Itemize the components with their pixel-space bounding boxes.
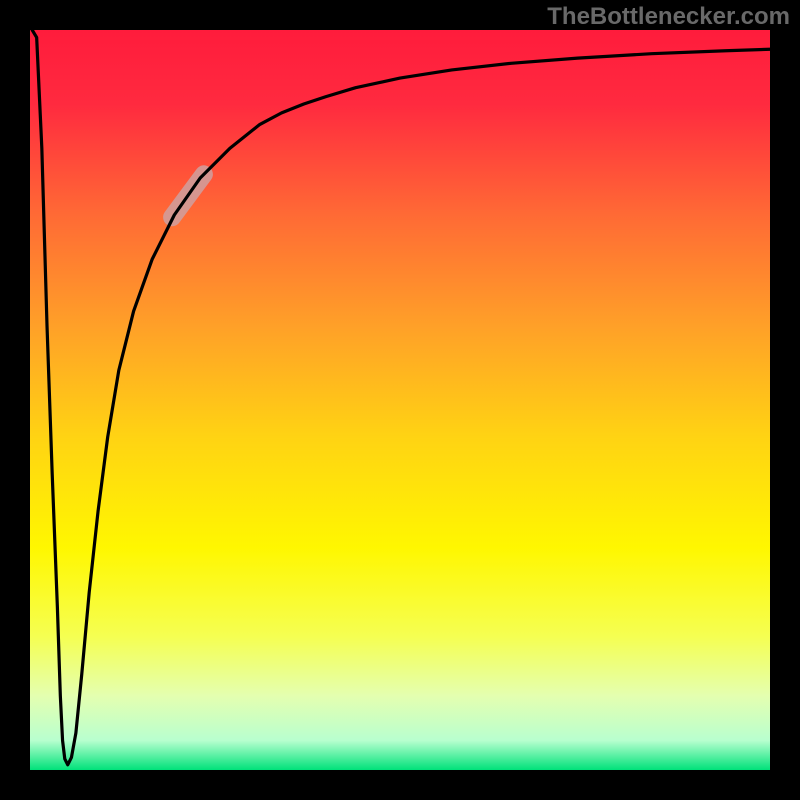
watermark-text: TheBottlenecker.com — [547, 3, 790, 31]
chart-stage: { "watermark": { "text": "TheBottlenecke… — [0, 0, 800, 800]
plot-background — [30, 30, 770, 770]
bottleneck-chart — [0, 0, 800, 800]
